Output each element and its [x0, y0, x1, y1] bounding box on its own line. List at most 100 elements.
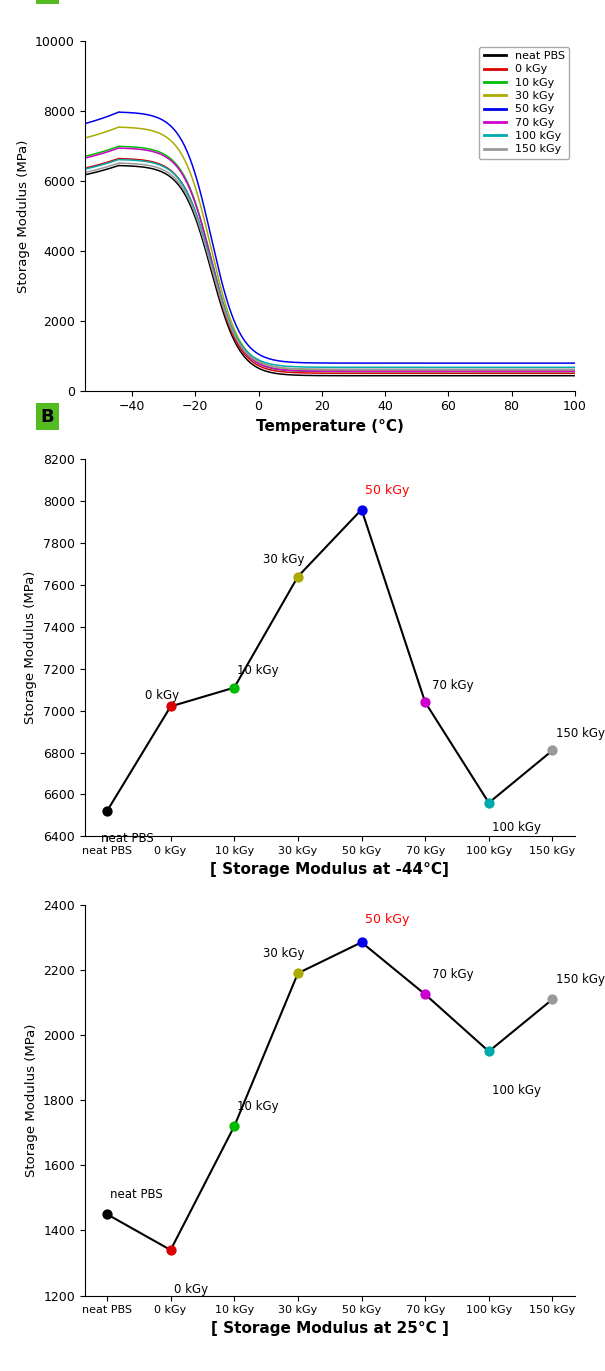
neat PBS [81, 167, 88, 184]
neat PBS [116, 158, 123, 174]
0 kGy [280, 363, 287, 380]
Point [102, 801, 112, 823]
Y-axis label: Storage Modulus (MPa): Storage Modulus (MPa) [16, 140, 30, 292]
100 kGy [116, 151, 123, 167]
50 kGy [298, 355, 305, 372]
50 kGy [473, 355, 480, 372]
0 kGy [473, 365, 480, 381]
70 kGy [132, 141, 139, 158]
50 kGy [116, 104, 123, 121]
70 kGy [571, 363, 578, 380]
10 kGy [280, 362, 287, 378]
Text: 30 kGy: 30 kGy [263, 947, 304, 960]
10 kGy [298, 363, 305, 380]
10 kGy [132, 138, 139, 155]
0 kGy [463, 365, 471, 381]
Line: neat PBS: neat PBS [85, 166, 575, 376]
70 kGy [473, 363, 480, 380]
100 kGy [298, 359, 305, 376]
100 kGy [132, 152, 139, 169]
X-axis label: Temperature (°C): Temperature (°C) [256, 420, 404, 435]
70 kGy [81, 149, 88, 166]
10 kGy [473, 363, 480, 380]
50 kGy [463, 355, 471, 372]
X-axis label: [ Storage Modulus at -44°C]: [ Storage Modulus at -44°C] [211, 861, 449, 876]
150 kGy [132, 155, 139, 171]
neat PBS [571, 367, 578, 384]
Text: 10 kGy: 10 kGy [237, 1101, 279, 1113]
70 kGy [463, 363, 471, 380]
150 kGy [116, 155, 123, 171]
50 kGy [81, 115, 88, 132]
0 kGy [132, 151, 139, 167]
Point [293, 566, 302, 588]
Legend: neat PBS, 0 kGy, 10 kGy, 30 kGy, 50 kGy, 70 kGy, 100 kGy, 150 kGy: neat PBS, 0 kGy, 10 kGy, 30 kGy, 50 kGy,… [479, 47, 569, 159]
Text: 100 kGy: 100 kGy [492, 1084, 541, 1097]
10 kGy [81, 148, 88, 165]
Point [293, 962, 302, 984]
neat PBS [132, 158, 139, 174]
50 kGy [132, 104, 139, 121]
100 kGy [280, 358, 287, 374]
Point [484, 1041, 494, 1063]
Text: 150 kGy: 150 kGy [555, 973, 604, 986]
X-axis label: [ Storage Modulus at 25°C ]: [ Storage Modulus at 25°C ] [211, 1320, 449, 1335]
70 kGy [280, 362, 287, 378]
Point [548, 988, 557, 1010]
Text: 100 kGy: 100 kGy [492, 821, 541, 835]
Text: 70 kGy: 70 kGy [431, 968, 473, 982]
Point [357, 931, 367, 953]
Line: 100 kGy: 100 kGy [85, 159, 575, 367]
100 kGy [81, 160, 88, 177]
Line: 50 kGy: 50 kGy [85, 112, 575, 363]
30 kGy [132, 119, 139, 136]
100 kGy [473, 359, 480, 376]
70 kGy [116, 140, 123, 156]
Point [166, 695, 175, 717]
Line: 0 kGy: 0 kGy [85, 159, 575, 373]
50 kGy [280, 354, 287, 370]
30 kGy [473, 362, 480, 378]
Point [102, 1204, 112, 1226]
neat PBS [463, 367, 471, 384]
Point [229, 677, 239, 699]
Line: 70 kGy: 70 kGy [85, 148, 575, 372]
150 kGy [473, 361, 480, 377]
Point [357, 499, 367, 521]
Y-axis label: Storage Modulus (MPa): Storage Modulus (MPa) [24, 572, 38, 724]
0 kGy [571, 365, 578, 381]
neat PBS [473, 367, 480, 384]
Line: 10 kGy: 10 kGy [85, 147, 575, 372]
0 kGy [116, 151, 123, 167]
Point [166, 1239, 175, 1261]
Text: 70 kGy: 70 kGy [431, 679, 473, 692]
150 kGy [298, 361, 305, 377]
50 kGy [571, 355, 578, 372]
30 kGy [116, 119, 123, 136]
70 kGy [418, 363, 425, 380]
10 kGy [116, 138, 123, 155]
100 kGy [571, 359, 578, 376]
Text: neat PBS: neat PBS [110, 1189, 163, 1201]
Y-axis label: Storage Modulus (MPa): Storage Modulus (MPa) [25, 1024, 38, 1176]
10 kGy [418, 363, 425, 380]
100 kGy [463, 359, 471, 376]
30 kGy [571, 362, 578, 378]
10 kGy [571, 363, 578, 380]
Point [548, 739, 557, 761]
Point [229, 1116, 239, 1138]
0 kGy [81, 160, 88, 177]
30 kGy [463, 362, 471, 378]
Text: 50 kGy: 50 kGy [365, 913, 409, 925]
30 kGy [81, 130, 88, 147]
0 kGy [418, 365, 425, 381]
70 kGy [298, 363, 305, 380]
Text: 50 kGy: 50 kGy [365, 484, 409, 498]
Point [420, 691, 430, 713]
150 kGy [81, 165, 88, 181]
Text: 10 kGy: 10 kGy [237, 665, 279, 677]
150 kGy [418, 361, 425, 377]
10 kGy [463, 363, 471, 380]
30 kGy [418, 362, 425, 378]
Text: 30 kGy: 30 kGy [263, 554, 304, 566]
